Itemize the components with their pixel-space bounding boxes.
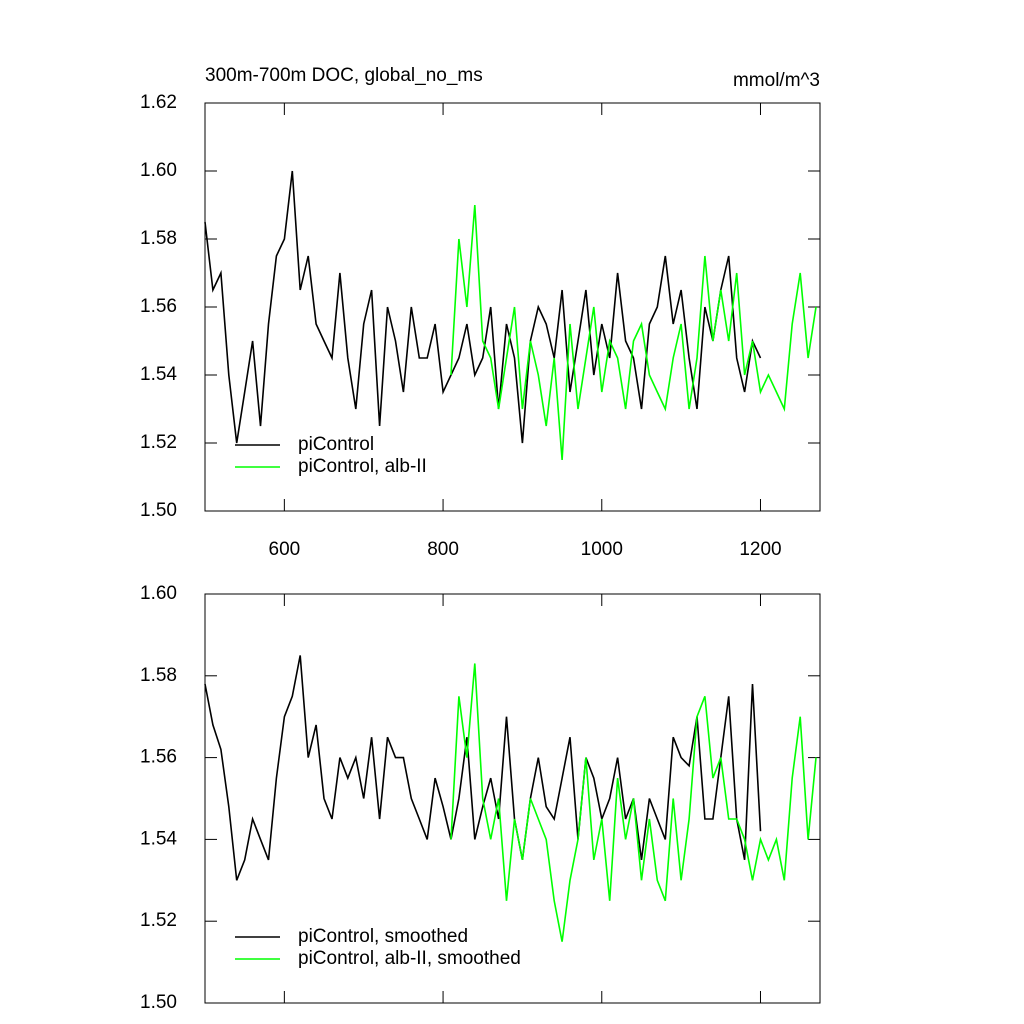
plot-frame bbox=[204, 593, 821, 1004]
y-tick-label: 1.60 bbox=[140, 583, 177, 604]
x-tick-label: 800 bbox=[427, 539, 459, 560]
y-tick-label: 1.58 bbox=[140, 228, 177, 249]
y-tick-label: 1.52 bbox=[140, 910, 177, 931]
y-tick-label: 1.60 bbox=[140, 160, 177, 181]
series-line bbox=[450, 204, 817, 461]
legend-label: piControl, alb-II, smoothed bbox=[298, 948, 521, 969]
y-tick-label: 1.58 bbox=[140, 665, 177, 686]
y-tick-label: 1.56 bbox=[140, 747, 177, 768]
chart-title: 300m-700m DOC, global_no_ms bbox=[205, 65, 483, 86]
y-tick-label: 1.54 bbox=[140, 364, 177, 385]
series-line bbox=[204, 655, 762, 881]
x-tick-label: 1200 bbox=[739, 539, 781, 560]
series-line bbox=[204, 170, 762, 444]
x-tick-label: 600 bbox=[269, 539, 301, 560]
units-label: mmol/m^3 bbox=[733, 70, 820, 91]
x-tick-label: 1000 bbox=[581, 539, 623, 560]
y-tick-label: 1.54 bbox=[140, 828, 177, 849]
legend-label: piControl, smoothed bbox=[298, 926, 468, 947]
series-line bbox=[450, 663, 817, 942]
y-tick-label: 1.62 bbox=[140, 92, 177, 113]
legend-label: piControl, alb-II bbox=[298, 456, 427, 477]
y-tick-label: 1.50 bbox=[140, 992, 177, 1013]
y-tick-label: 1.56 bbox=[140, 296, 177, 317]
legend-label: piControl bbox=[298, 434, 374, 455]
y-tick-label: 1.52 bbox=[140, 432, 177, 453]
y-tick-label: 1.50 bbox=[140, 500, 177, 521]
